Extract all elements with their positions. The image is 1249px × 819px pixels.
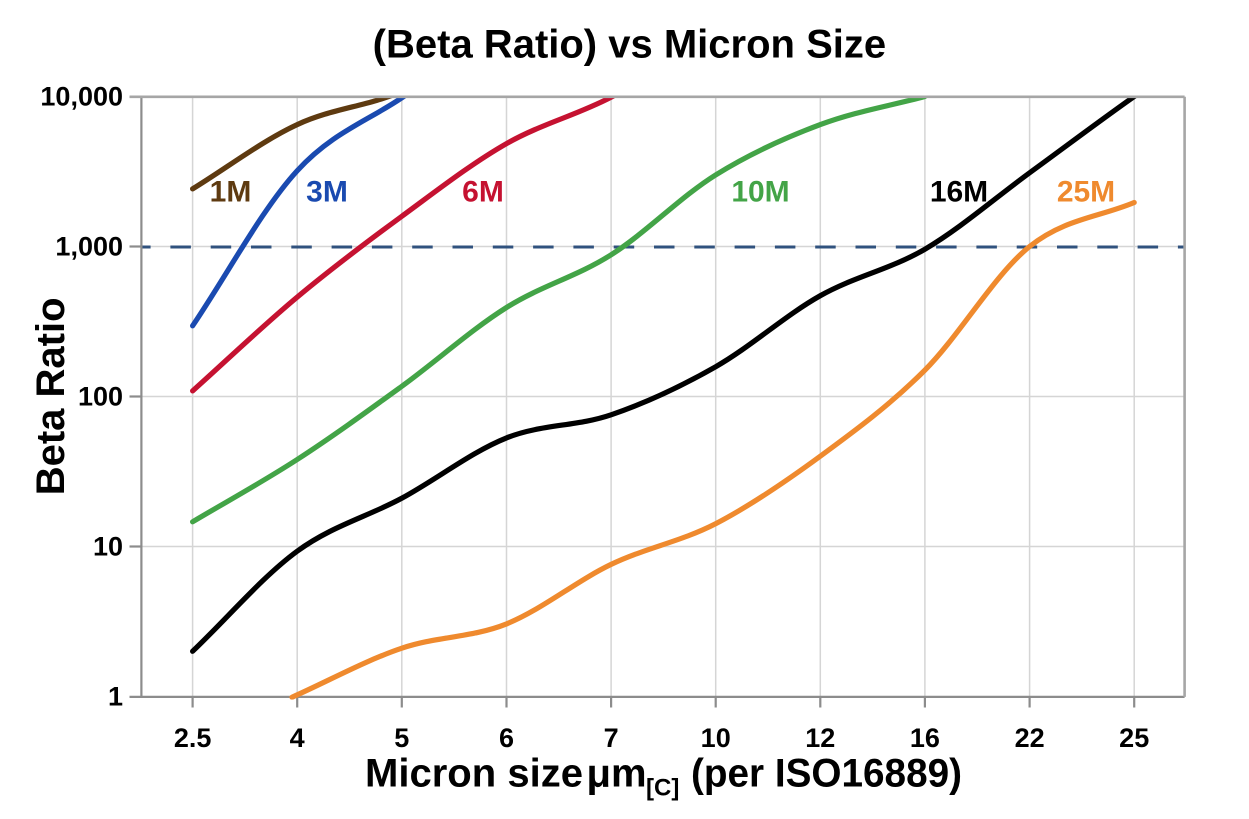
svg-text:10,000: 10,000 [40, 82, 123, 112]
svg-text:25: 25 [1119, 723, 1149, 753]
svg-text:16M: 16M [930, 175, 988, 208]
svg-text:100: 100 [78, 382, 123, 412]
svg-text:Micron size: Micron size [365, 752, 583, 796]
svg-text:10: 10 [93, 532, 123, 562]
svg-text:10M: 10M [731, 175, 789, 208]
svg-text:12: 12 [805, 723, 835, 753]
svg-text:1M: 1M [210, 175, 252, 208]
svg-text:4: 4 [290, 723, 305, 753]
svg-text:Beta Ratio: Beta Ratio [29, 297, 73, 495]
svg-text:(Beta Ratio) vs Micron Size: (Beta Ratio) vs Micron Size [373, 22, 886, 66]
svg-text:22: 22 [1015, 723, 1045, 753]
svg-text:7: 7 [604, 723, 619, 753]
svg-text:μm: μm [587, 752, 647, 796]
svg-text:10: 10 [701, 723, 731, 753]
svg-text:3M: 3M [306, 175, 348, 208]
svg-text:6M: 6M [462, 175, 504, 208]
svg-text:2.5: 2.5 [174, 723, 212, 753]
svg-text:(per ISO16889): (per ISO16889) [691, 752, 962, 796]
svg-text:1: 1 [108, 682, 123, 712]
svg-text:16: 16 [910, 723, 940, 753]
svg-text:[C]: [C] [646, 775, 679, 802]
svg-text:6: 6 [499, 723, 514, 753]
svg-text:5: 5 [394, 723, 409, 753]
svg-text:1,000: 1,000 [55, 232, 123, 262]
svg-text:25M: 25M [1057, 175, 1115, 208]
